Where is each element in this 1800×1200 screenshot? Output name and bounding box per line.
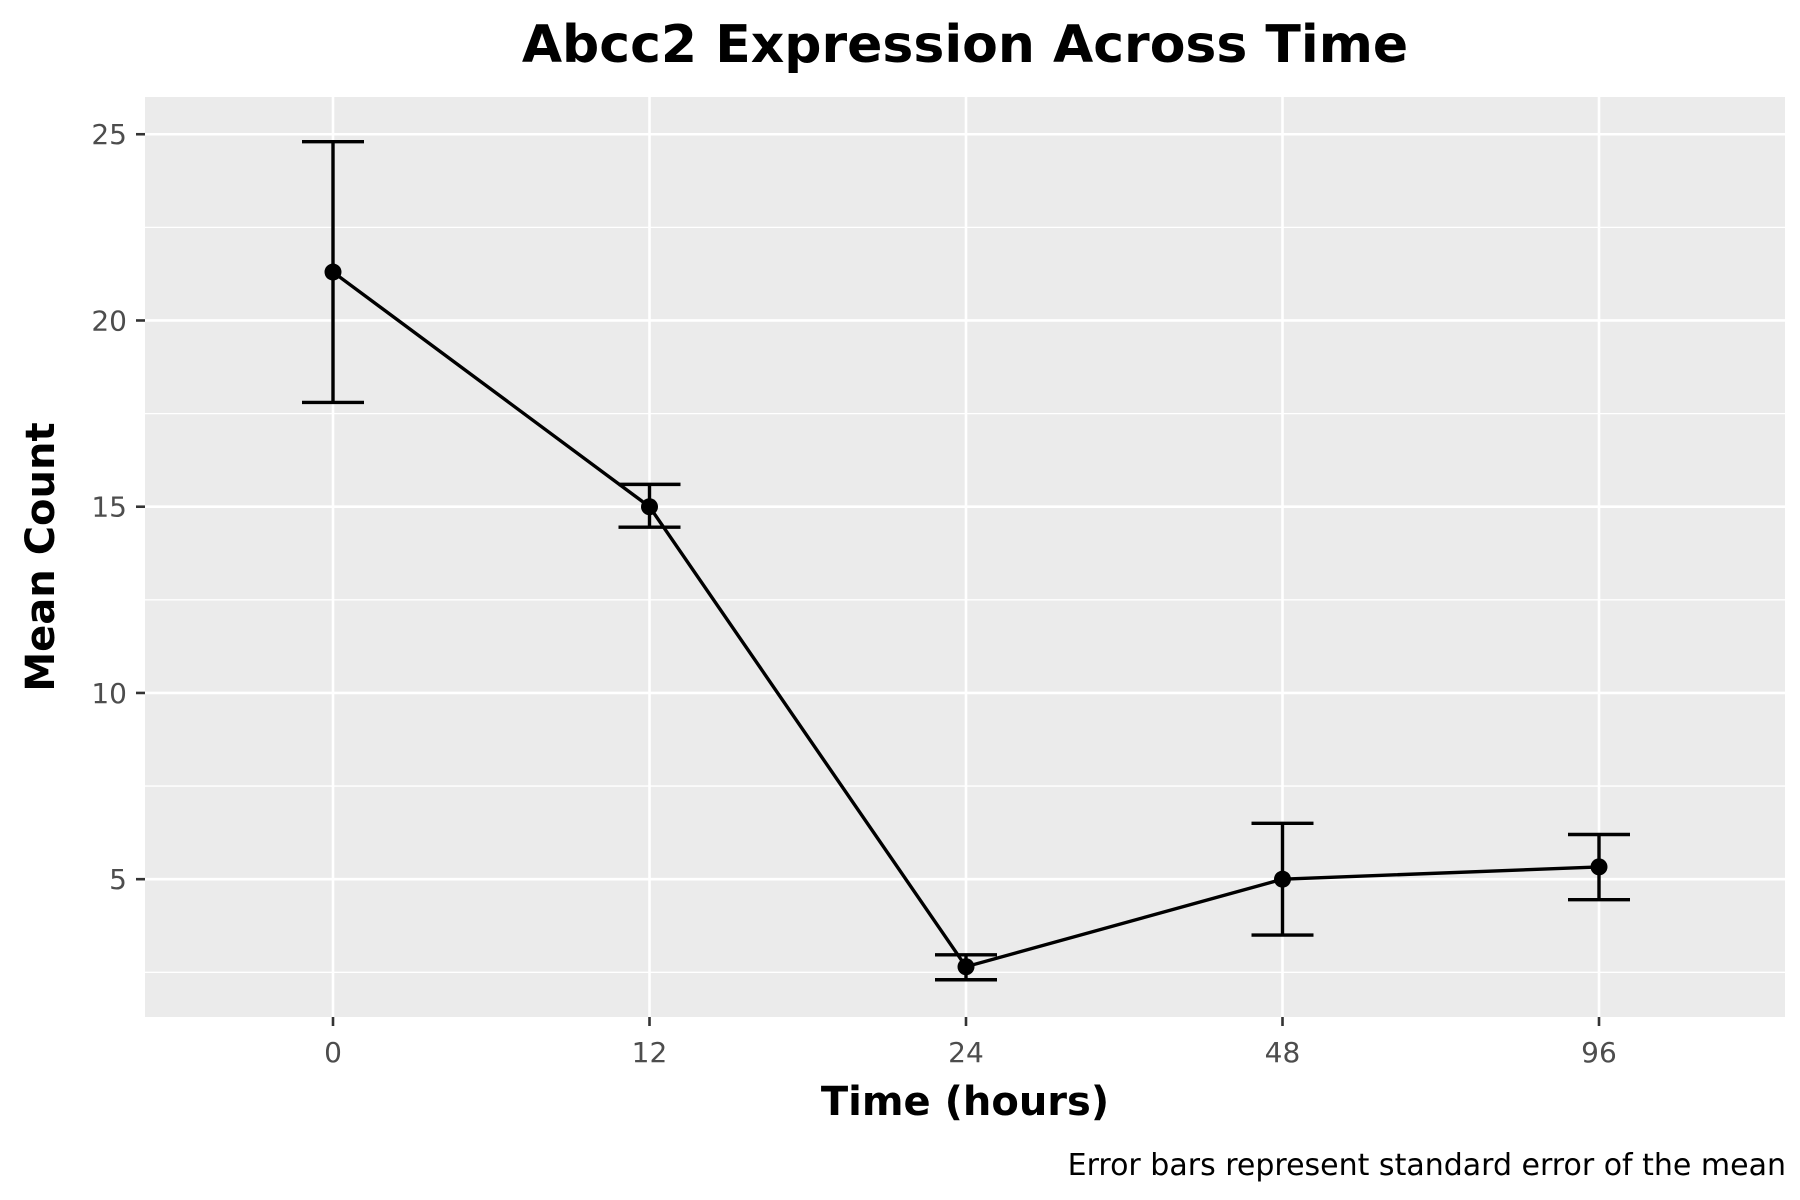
x-tick-label: 0 xyxy=(324,1036,342,1069)
axis-ticks: 5 10 15 20 25 0 12 24 48 96 xyxy=(91,118,1616,1069)
y-tick-label: 25 xyxy=(91,118,127,151)
chart-title: Abcc2 Expression Across Time xyxy=(522,15,1408,75)
y-axis-title: Mean Count xyxy=(18,422,64,691)
data-point xyxy=(1274,870,1291,888)
x-axis-title: Time (hours) xyxy=(821,1079,1109,1125)
data-point xyxy=(957,958,975,976)
data-point xyxy=(324,263,342,281)
x-tick-label: 48 xyxy=(1265,1036,1301,1069)
data-point xyxy=(1590,858,1608,876)
y-tick-label: 20 xyxy=(91,304,127,337)
data-point xyxy=(641,498,658,516)
x-tick-label: 24 xyxy=(948,1036,984,1069)
data-series xyxy=(302,139,1630,982)
y-tick-label: 5 xyxy=(109,863,127,896)
y-tick-label: 15 xyxy=(91,491,127,524)
chart-caption: Error bars represent standard error of t… xyxy=(1068,1148,1786,1183)
grid-lines xyxy=(145,97,1785,1017)
y-tick-label: 10 xyxy=(91,677,127,710)
x-tick-label: 12 xyxy=(632,1036,668,1069)
x-tick-label: 96 xyxy=(1581,1036,1617,1069)
